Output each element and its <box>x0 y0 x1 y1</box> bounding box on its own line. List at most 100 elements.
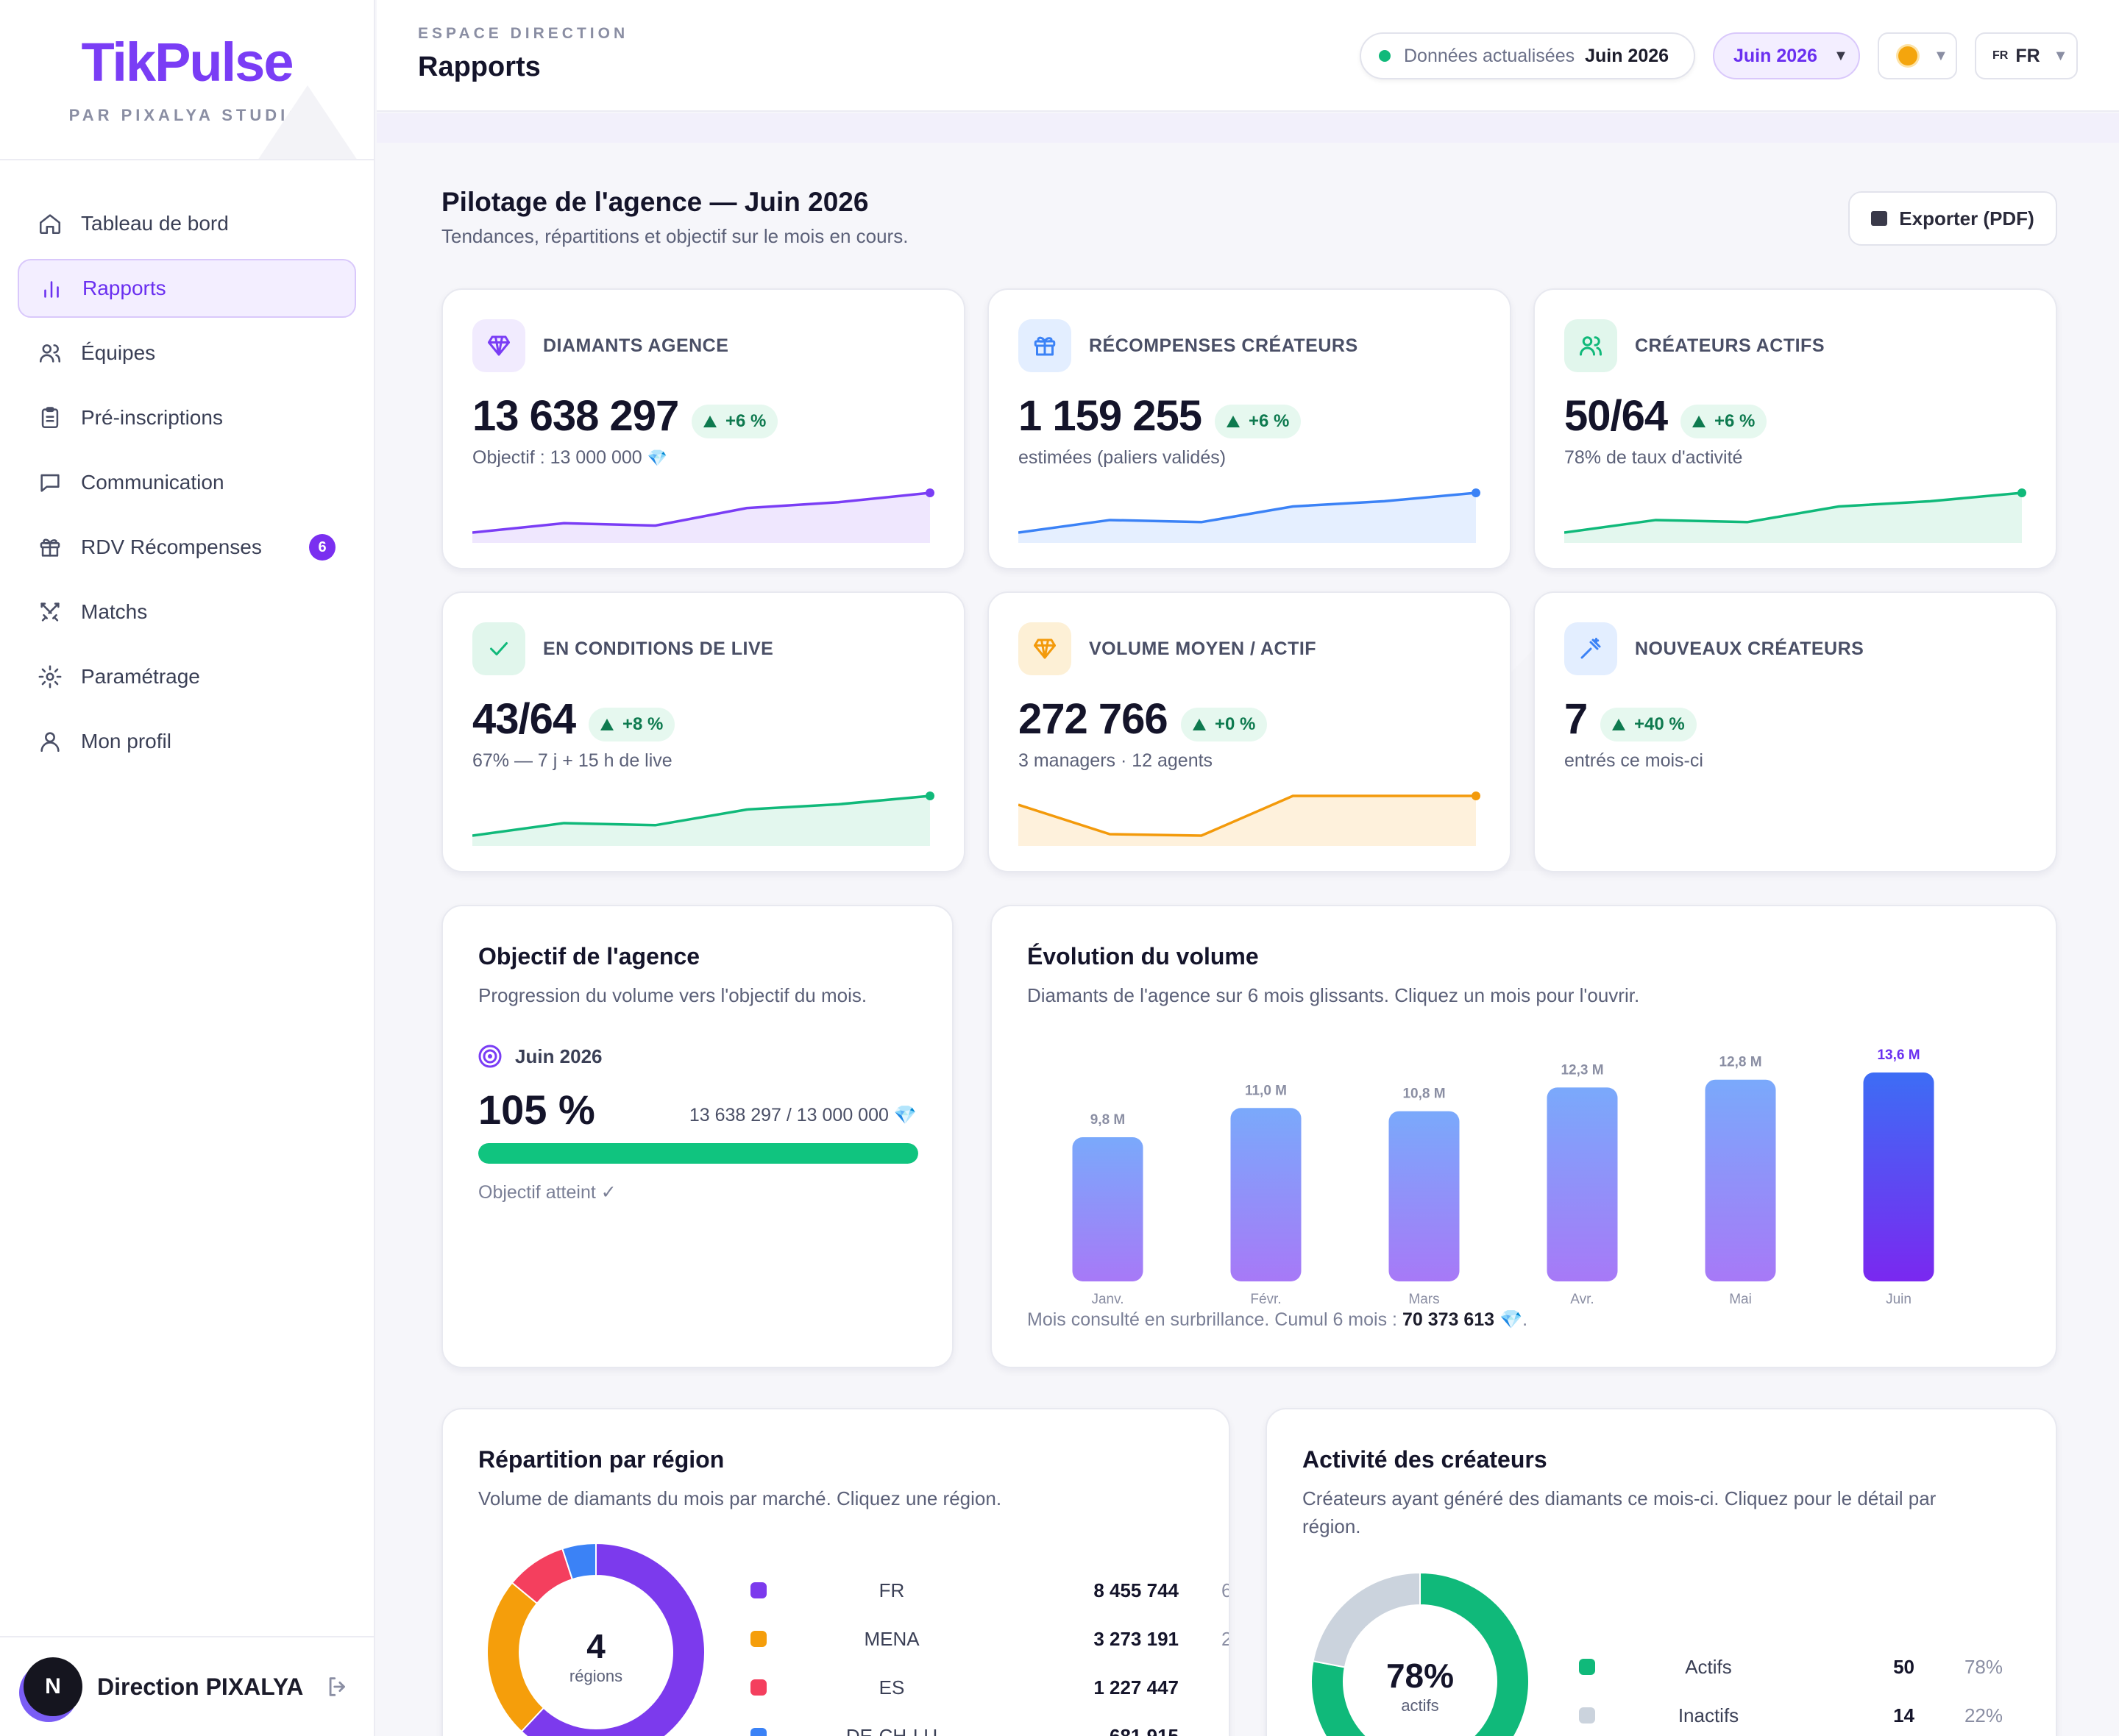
kpi-note: 3 managers · 12 agents <box>1018 750 1213 772</box>
page-title: Rapports <box>418 51 541 82</box>
diamond-icon: 💎 <box>893 1105 917 1125</box>
volume-card: Évolution du volume Diamants de l'agence… <box>990 905 2057 1368</box>
kpi-card[interactable]: CRÉATEURS ACTIFS 50/64 +6 % 78% de taux d'a… <box>1533 288 2057 569</box>
activity-subtitle-line2: région. <box>1302 1515 1361 1537</box>
kpi-note-text: Objectif : 13 000 000 <box>472 447 642 468</box>
bar-value-label: 13,6 M <box>1877 1047 1920 1063</box>
diamond-icon <box>472 319 525 372</box>
donut-slice[interactable] <box>1312 1571 1421 1668</box>
sidebar-item-rapports[interactable]: Rapports <box>18 259 356 318</box>
sparkline-point <box>926 791 934 800</box>
legend-percent: 9% <box>1186 1676 1229 1699</box>
sparkline-point <box>926 488 934 497</box>
kpi-delta-badge: +0 % <box>1181 708 1268 741</box>
brand-logo[interactable]: TikPulse <box>81 32 294 93</box>
legend-row[interactable]: MENA 3 273 191 24% <box>443 1624 1229 1654</box>
region-subtitle: Volume de diamants du mois par marché. C… <box>478 1487 1002 1509</box>
sidebar-item-rdv-recompenses[interactable]: RDV Récompenses 6 <box>18 518 356 577</box>
volume-bar[interactable] <box>1230 1108 1302 1281</box>
users-icon <box>1564 319 1617 372</box>
kpi-value: 272 766 <box>1018 695 1168 743</box>
bar-value-label: 10,8 M <box>1402 1086 1445 1102</box>
legend-percent: 62% <box>1186 1579 1229 1602</box>
region-donut-chart: 4 régions <box>486 1542 706 1736</box>
donut-slice[interactable] <box>1310 1571 1530 1736</box>
sidebar-item-matchs[interactable]: Matchs <box>18 583 356 641</box>
legend-row[interactable]: DE-CH-LU 681 915 5% <box>443 1721 1229 1736</box>
sparkline-line <box>1018 491 1477 534</box>
legend-value: 681 915 <box>1110 1724 1179 1736</box>
kpi-card[interactable]: NOUVEAUX CRÉATEURS 7 +40 % entrés ce mois-c… <box>1533 591 2057 872</box>
kpi-sparkline <box>1018 791 1480 846</box>
kpi-value: 1 159 255 <box>1018 392 1202 440</box>
kpi-card[interactable]: RÉCOMPENSES CRÉATEURS 1 159 255 +6 % estimé… <box>987 288 1511 569</box>
volume-note-total: 70 373 613 <box>1402 1309 1495 1330</box>
sparkline-area <box>1018 796 1476 846</box>
updated-value: Juin 2026 <box>1585 45 1669 66</box>
sidebar-item-tableau-de-bord[interactable]: Tableau de bord <box>18 194 356 253</box>
legend-row[interactable]: Inactifs 14 22% <box>1267 1701 2056 1730</box>
volume-bar[interactable] <box>1388 1111 1460 1281</box>
month-select[interactable]: Juin 2026 ▼ <box>1713 32 1860 79</box>
activity-subtitle-line1: Créateurs ayant généré des diamants ce m… <box>1302 1487 1937 1509</box>
legend-name: FR <box>879 1579 905 1601</box>
kpi-card[interactable]: DIAMANTS AGENCE 13 638 297 +6 % Objectif : … <box>441 288 965 569</box>
logout-icon[interactable] <box>325 1674 350 1699</box>
main-content: Pilotage de l'agence — Juin 2026 Tendanc… <box>377 113 2119 1736</box>
bar-value-label: 12,3 M <box>1561 1062 1603 1078</box>
legend-name: ES <box>879 1676 905 1698</box>
donut-slice[interactable] <box>520 1542 706 1736</box>
sidebar-item-mon-profil[interactable]: Mon profil <box>18 712 356 771</box>
kpi-value: 13 638 297 <box>472 392 679 440</box>
sidebar-item-equipes[interactable]: Équipes <box>18 324 356 383</box>
volume-subtitle: Diamants de l'agence sur 6 mois glissant… <box>1027 984 1640 1006</box>
volume-bar[interactable] <box>1547 1087 1618 1281</box>
legend-swatch <box>750 1582 767 1598</box>
theme-select[interactable]: ▼ <box>1878 32 1957 79</box>
kpi-delta-badge: +6 % <box>1680 405 1767 438</box>
volume-bar[interactable] <box>1705 1079 1776 1281</box>
sidebar-item-label: Équipes <box>81 341 156 364</box>
check-icon <box>472 622 525 675</box>
legend-name: MENA <box>864 1627 920 1650</box>
legend-swatch <box>1579 1659 1595 1675</box>
kpi-delta-badge: +40 % <box>1600 708 1697 741</box>
donut-slice[interactable] <box>561 1542 597 1581</box>
volume-bar[interactable] <box>1072 1137 1143 1281</box>
bar-chart-icon <box>38 275 65 302</box>
kpi-note: estimées (paliers validés) <box>1018 447 1226 469</box>
arrow-up-icon <box>703 416 717 427</box>
legend-row[interactable]: FR 8 455 744 62% <box>443 1576 1229 1605</box>
language-select[interactable]: FR FR ▼ <box>1975 32 2078 79</box>
sparkline-area <box>472 796 930 846</box>
volume-bar-chart: 9,8 M Janv. 11,0 M Févr. 10,8 M Mars 12,3 M Avr… <box>1072 1047 1934 1307</box>
sidebar-item-pre-inscriptions[interactable]: Pré-inscriptions <box>18 388 356 447</box>
kpi-card[interactable]: VOLUME MOYEN / ACTIF 272 766 +0 % 3 manager… <box>987 591 1511 872</box>
export-pdf-button[interactable]: Exporter (PDF) <box>1848 191 2057 246</box>
sparkline-point <box>1472 791 1480 800</box>
kpi-label: EN CONDITIONS DE LIVE <box>543 638 774 659</box>
legend-row[interactable]: ES 1 227 447 9% <box>443 1673 1229 1702</box>
export-label: Exporter (PDF) <box>1899 207 2034 230</box>
kpi-note-text: entrés ce mois-ci <box>1564 750 1703 771</box>
sparkline-area <box>1018 493 1476 543</box>
sidebar-item-communication[interactable]: Communication <box>18 453 356 512</box>
notification-badge: 6 <box>309 534 336 561</box>
sidebar-item-label: Matchs <box>81 600 148 623</box>
sidebar-item-parametrage[interactable]: Paramétrage <box>18 647 356 706</box>
legend-row[interactable]: Actifs 50 78% <box>1267 1652 2056 1682</box>
updated-label: Données actualisées <box>1404 45 1575 66</box>
kpi-card[interactable]: EN CONDITIONS DE LIVE 43/64 +8 % 67% — 7 j … <box>441 591 965 872</box>
legend-value: 8 455 744 <box>1093 1579 1179 1601</box>
diamond-icon <box>1018 622 1071 675</box>
sparkline-line <box>472 491 931 534</box>
activity-card: Activité des créateurs Créateurs ayant g… <box>1266 1408 2057 1736</box>
sidebar-item-label: Pré-inscriptions <box>81 406 223 429</box>
avatar[interactable]: N <box>24 1657 82 1716</box>
volume-note-suffix: . <box>1522 1309 1528 1330</box>
legend-value: 14 <box>1893 1704 1914 1726</box>
volume-bar[interactable] <box>1863 1072 1934 1281</box>
kpi-label: RÉCOMPENSES CRÉATEURS <box>1089 335 1358 356</box>
kpi-sparkline <box>472 488 934 543</box>
kpi-delta-value: +8 % <box>622 714 664 734</box>
